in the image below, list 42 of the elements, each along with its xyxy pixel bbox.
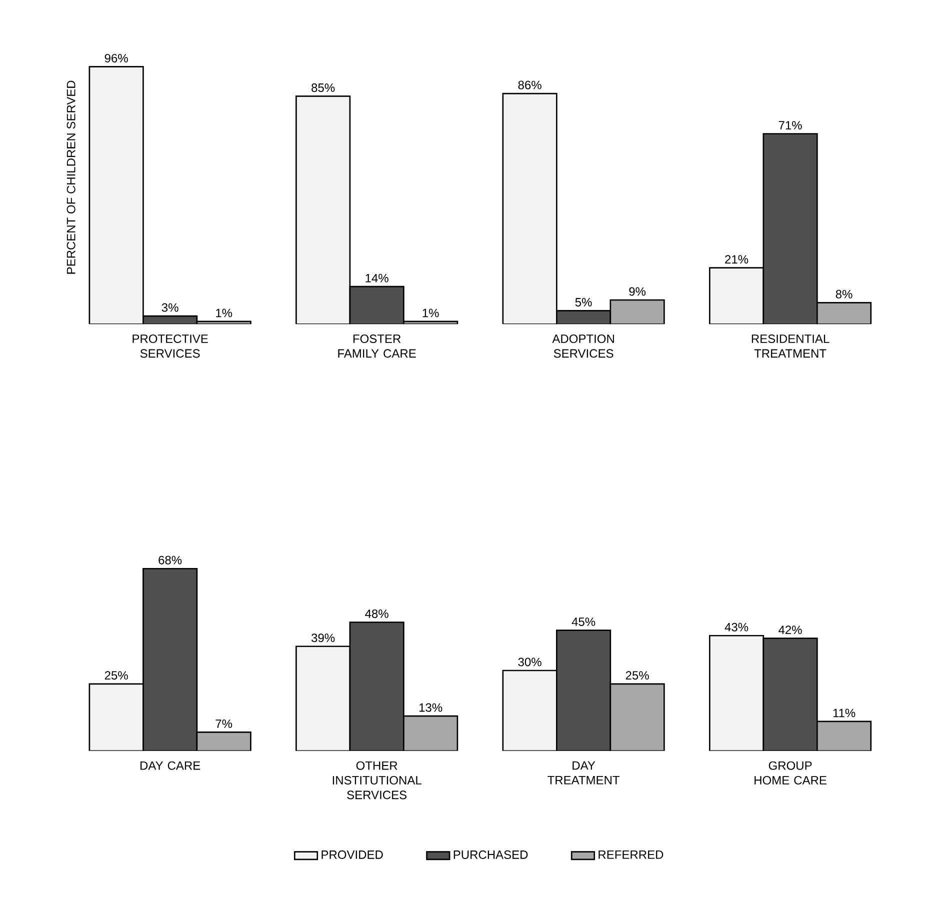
data-label: 3% — [162, 303, 178, 312]
x-tick-label: ADOPTION SERVICES — [552, 334, 614, 358]
y-axis-title: PERCENT OF CHILDREN SERVED — [66, 80, 76, 274]
legend-label: PROVIDED — [322, 850, 383, 859]
x-tick-label: PROTECTIVE SERVICES — [132, 334, 208, 358]
data-label: 71% — [778, 121, 802, 130]
data-label: 13% — [419, 703, 442, 712]
data-label: 25% — [626, 671, 649, 680]
bar — [610, 299, 665, 324]
data-label: 45% — [572, 618, 596, 626]
x-tick-label: DAY CARE — [140, 761, 200, 770]
x-tick-label: RESIDENTIAL TREATMENT — [752, 334, 830, 358]
x-tick-label: GROUP HOME CARE — [754, 761, 826, 785]
data-label: 5% — [575, 298, 592, 306]
data-label: 1% — [422, 308, 439, 318]
x-tick-label: OTHER INSTITUTIONAL SERVICES — [332, 761, 422, 800]
data-label: 48% — [365, 609, 388, 618]
bar — [816, 720, 872, 751]
data-label: 9% — [629, 287, 646, 296]
legend-label: REFERRED — [598, 850, 664, 859]
bar — [816, 302, 872, 324]
data-label: 21% — [725, 255, 748, 264]
legend-label: PURCHASED — [454, 850, 528, 859]
data-label: 7% — [216, 720, 232, 728]
data-label: 85% — [312, 83, 335, 92]
data-label: 42% — [778, 626, 802, 634]
data-label: 25% — [104, 671, 128, 680]
data-label: 86% — [518, 80, 542, 90]
data-label: 1% — [216, 308, 232, 318]
data-label: 43% — [724, 622, 748, 632]
data-label: 11% — [833, 708, 856, 718]
data-label: 68% — [158, 556, 182, 564]
x-tick-label: DAY TREATMENT — [548, 761, 620, 784]
data-label: 8% — [836, 290, 852, 298]
bar — [196, 732, 252, 751]
data-label: 96% — [104, 54, 128, 62]
data-label: 39% — [312, 634, 335, 642]
bar — [610, 683, 665, 751]
data-label: 14% — [366, 274, 388, 282]
x-tick-label: FOSTER FAMILY CARE — [338, 334, 416, 358]
data-label: 30% — [518, 658, 542, 666]
bar — [403, 715, 458, 751]
